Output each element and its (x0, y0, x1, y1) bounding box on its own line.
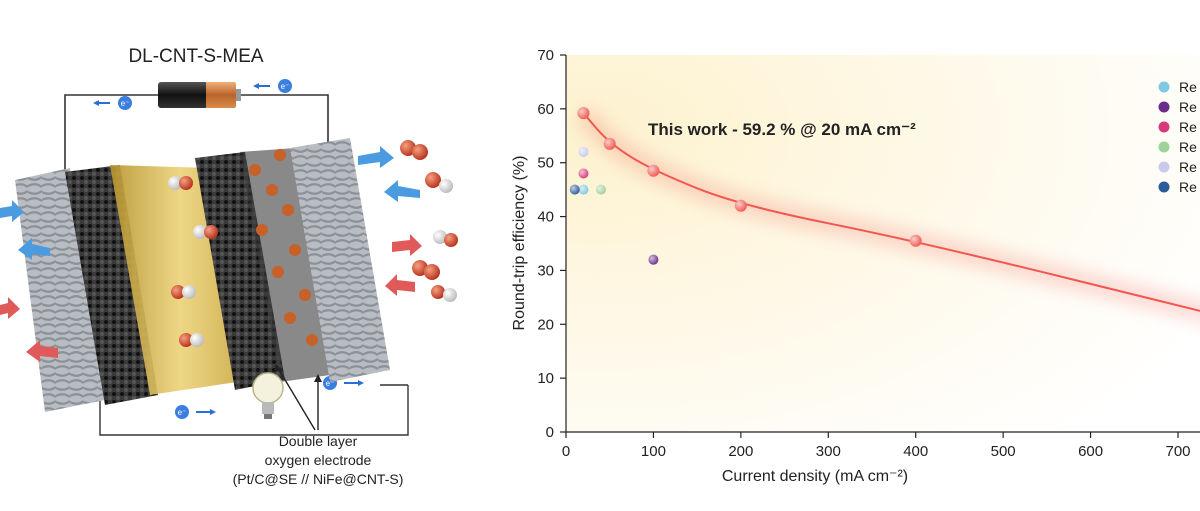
data-point-ref-2 (648, 254, 659, 265)
data-point-ref-6 (569, 184, 580, 195)
y-tick-label: 10 (537, 370, 554, 387)
series-layer (569, 107, 1200, 320)
electron-arrow-bottom-left: e⁻ (175, 405, 216, 419)
legend-item-ref-2: Re (1158, 99, 1197, 115)
legend-marker (1158, 81, 1170, 93)
x-tick-label: 500 (991, 443, 1016, 460)
electron-arrow-top-left: e⁻ (93, 96, 132, 110)
callout-line-3: (Pt/C@SE // NiFe@CNT-S) (233, 471, 404, 487)
svg-text:e⁻: e⁻ (326, 379, 335, 388)
x-tick-label: 600 (1078, 443, 1103, 460)
data-point-this-work (647, 164, 660, 177)
legend-label: Re (1179, 99, 1197, 115)
y-tick-label: 70 (537, 47, 554, 64)
data-point-this-work (734, 199, 747, 212)
right-cnt-electrode (195, 152, 285, 390)
callout-line-2: oxygen electrode (265, 452, 372, 468)
mea-schematic: DL-CNT-S-MEA e⁻ e⁻ e⁻ e⁻ (0, 46, 458, 487)
flow-arrows (0, 146, 422, 362)
legend-item-ref-4: Re (1158, 139, 1197, 155)
data-point-ref-4 (595, 184, 606, 195)
y-tick-label: 20 (537, 316, 554, 333)
y-tick-label: 30 (537, 262, 554, 279)
y-tick-label: 50 (537, 155, 554, 172)
y-axis-label: Round-trip efficiency (%) (511, 156, 528, 331)
y-axis-ticks: 0 10 20 30 40 50 60 70 (537, 47, 566, 441)
svg-text:e⁻: e⁻ (281, 82, 290, 91)
oxygen-molecules (168, 140, 458, 347)
legend-label: Re (1179, 139, 1197, 155)
data-point-ref-3 (578, 168, 589, 179)
legend-marker (1158, 121, 1170, 133)
series-line-this-work (582, 112, 1200, 312)
data-point-this-work (909, 234, 922, 247)
x-tick-label: 200 (728, 443, 753, 460)
right-gdl (290, 138, 390, 382)
legend-label: Re (1179, 79, 1197, 95)
x-tick-label: 0 (562, 443, 570, 460)
external-circuit-wire (64, 94, 329, 175)
x-tick-label: 300 (816, 443, 841, 460)
legend-item-ref-5: Re (1158, 159, 1197, 175)
svg-text:e⁻: e⁻ (121, 99, 130, 108)
legend-marker (1158, 181, 1170, 193)
y-tick-label: 60 (537, 101, 554, 118)
battery-icon (158, 82, 241, 108)
legend-marker (1158, 141, 1170, 153)
callout-pointers (277, 367, 319, 431)
nife-layer (240, 148, 330, 382)
electron-arrow-top-right: e⁻ (253, 79, 292, 93)
left-cnt-electrode (65, 165, 158, 405)
efficiency-chart: 0 10 20 30 40 50 60 70 0 100 200 300 400 500 600 700 T… (511, 47, 1200, 485)
data-point-ref-5 (578, 146, 589, 157)
legend-label: Re (1179, 119, 1197, 135)
legend-marker (1158, 101, 1170, 113)
x-tick-label: 400 (903, 443, 928, 460)
data-point-ref-1 (578, 184, 589, 195)
legend-label: Re (1179, 179, 1197, 195)
plot-background (566, 55, 1200, 432)
legend: Re Re Re Re Re Re (1158, 79, 1197, 195)
x-tick-label: 100 (641, 443, 666, 460)
x-axis-ticks: 0 100 200 300 400 500 600 700 (562, 432, 1191, 460)
legend-label: Re (1179, 159, 1197, 175)
x-axis-label: Current density (mA cm⁻²) (722, 468, 908, 485)
data-point-this-work (603, 137, 616, 150)
callout-line-1: Double layer (279, 433, 358, 449)
legend-marker (1158, 161, 1170, 173)
legend-item-ref-1: Re (1158, 79, 1197, 95)
svg-text:e⁻: e⁻ (178, 408, 187, 417)
light-bulb-icon (252, 372, 284, 419)
legend-item-ref-6: Re (1158, 179, 1197, 195)
data-point-this-work (577, 107, 590, 120)
legend-item-ref-3: Re (1158, 119, 1197, 135)
x-tick-label: 700 (1165, 443, 1190, 460)
device-title: DL-CNT-S-MEA (128, 46, 263, 67)
chart-annotation: This work - 59.2 % @ 20 mA cm⁻² (648, 120, 916, 139)
y-tick-label: 40 (537, 209, 554, 226)
y-tick-label: 0 (546, 424, 554, 441)
